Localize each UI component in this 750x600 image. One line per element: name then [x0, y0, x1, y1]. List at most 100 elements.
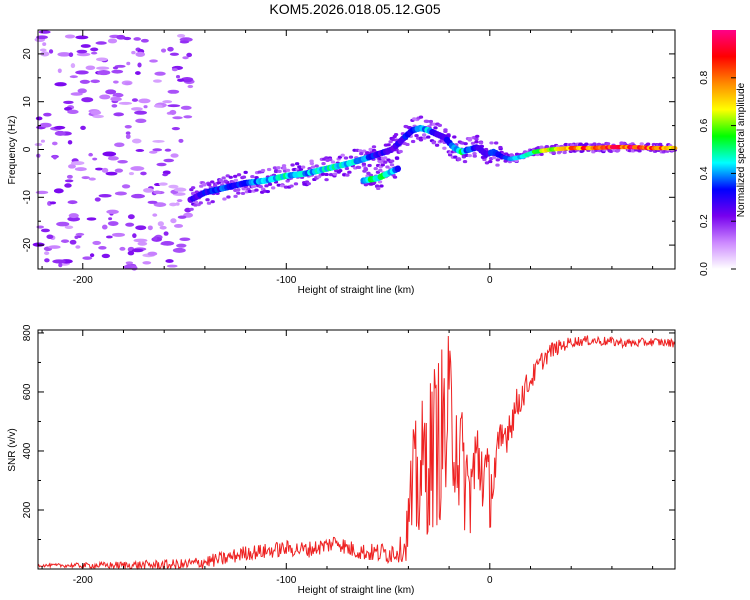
- spectrogram-ridge-halo: [260, 168, 266, 173]
- spectrogram-noise-speckle: [94, 167, 104, 171]
- spectrogram-noise-speckle: [170, 218, 177, 224]
- spectrogram-noise-speckle: [67, 140, 73, 145]
- spectrogram-ridge-halo: [410, 139, 416, 144]
- spectrogram-ridge-halo: [285, 168, 291, 172]
- spectrogram-ridge-halo: [250, 175, 255, 179]
- spectrogram-noise-speckle: [106, 235, 113, 239]
- spectrogram-ridge-halo: [293, 182, 299, 186]
- spectrogram-noise-speckle: [95, 57, 108, 62]
- spectrogram-noise-speckle: [175, 202, 180, 206]
- spectrogram-ridge-halo: [472, 152, 477, 156]
- spectrogram-noise-speckle: [114, 142, 125, 148]
- spectrogram-noise-speckle: [130, 166, 145, 171]
- spectrogram-noise-speckle: [82, 256, 93, 260]
- spectrogram-ridge-halo: [309, 159, 314, 163]
- spectrogram-noise-speckle: [117, 160, 128, 164]
- spectrogram-ridge-halo: [544, 145, 550, 149]
- spectrogram-ridge-halo: [422, 136, 427, 140]
- spectrogram-noise-speckle: [172, 116, 183, 120]
- spectrogram-x-tick-label: -100: [276, 275, 296, 286]
- spectrogram-ridge-halo: [222, 197, 227, 201]
- spectrogram-noise-speckle: [162, 100, 173, 104]
- spectrogram-noise-speckle: [53, 125, 66, 130]
- spectrogram-noise-speckle: [158, 182, 168, 186]
- spectrogram-noise-speckle: [90, 110, 102, 116]
- spectrogram-noise-speckle: [126, 61, 131, 66]
- spectrogram-noise-speckle: [49, 201, 57, 205]
- spectrogram-ridge-halo: [615, 148, 621, 153]
- spectrogram-ridge-halo: [388, 140, 393, 144]
- spectrogram-noise-speckle: [68, 164, 76, 169]
- snr-y-tick-label: 400: [22, 442, 33, 459]
- spectrogram-noise-speckle: [140, 38, 149, 43]
- spectrogram-noise-speckle: [110, 96, 122, 102]
- colorbar: 0.0 0.2 0.4 0.6 0.8 Normalized spectral ampl…: [699, 30, 747, 276]
- spectrogram-noise-speckle: [40, 51, 50, 57]
- spectrogram-ridge-halo: [281, 164, 287, 168]
- spectrogram-y-tick-label: 20: [22, 48, 33, 60]
- spectrogram-noise-speckle: [39, 122, 52, 128]
- spectrogram-noise-speckle: [127, 250, 135, 256]
- spectrogram-x-tick-label: 0: [487, 275, 493, 286]
- spectrogram-noise-speckle: [52, 155, 58, 160]
- spectrogram-noise-speckle: [108, 217, 113, 221]
- spectrogram-noise-speckle: [182, 56, 189, 60]
- spectrogram-noise-speckle: [111, 232, 125, 237]
- spectrogram-noise-speckle: [127, 214, 135, 220]
- spectrogram-noise-speckle: [135, 149, 145, 152]
- spectrogram-noise-speckle: [81, 176, 90, 180]
- spectrogram-ridge-halo: [267, 182, 273, 186]
- spectrogram-noise-speckle: [171, 68, 178, 72]
- spectrogram-noise-speckle: [174, 223, 184, 228]
- spectrogram-ridge-halo: [605, 142, 611, 146]
- spectrogram-ridge-halo: [489, 141, 494, 145]
- spectrogram-ridge-halo: [236, 191, 241, 195]
- spectrogram-noise-speckle: [70, 92, 83, 96]
- colorbar-label: Normalized spectral amplitude: [736, 82, 747, 217]
- spectrogram-noise-speckle: [149, 59, 158, 63]
- spectrogram-noise-speckle: [186, 52, 193, 58]
- spectrogram-branch-halo: [379, 184, 384, 188]
- snr-series-line: [37, 335, 676, 571]
- spectrogram-noise-speckle: [105, 89, 117, 95]
- spectrogram-ridge-halo: [584, 142, 589, 146]
- spectrogram-noise-speckle: [171, 127, 180, 131]
- spectrogram-noise-speckle: [154, 71, 166, 76]
- spectrogram-ridge-halo: [202, 183, 207, 187]
- spectrogram-ridge-halo: [592, 142, 597, 146]
- spectrogram-ridge-halo: [347, 170, 352, 174]
- spectrogram-noise-speckle: [75, 232, 85, 236]
- colorbar-tick-label: 0.0: [699, 262, 710, 276]
- spectrogram-noise-speckle: [143, 187, 154, 193]
- spectrogram-noise-speckle: [153, 104, 163, 108]
- spectrogram-ridge-halo: [426, 135, 431, 139]
- spectrogram-branch-halo: [389, 159, 395, 163]
- spectrogram-ridge-halo: [193, 200, 199, 204]
- spectrogram-ridge-halo: [495, 158, 500, 162]
- spectrogram-noise-speckle: [152, 139, 165, 143]
- spectrogram-ridge-halo: [596, 142, 602, 146]
- spectrogram-ridge-halo: [258, 185, 263, 189]
- spectrogram-ridge-halo: [221, 176, 226, 180]
- spectrogram-ridge-halo: [493, 141, 499, 145]
- spectrogram-ridge-halo: [658, 142, 663, 146]
- spectrogram-noise-speckle: [85, 65, 96, 71]
- spectrogram-noise-speckle: [101, 224, 108, 230]
- spectrogram-ridge-halo: [424, 119, 430, 123]
- spectrogram-noise-speckle: [125, 222, 135, 227]
- spectrogram-noise-speckle: [105, 171, 118, 176]
- spectrogram-noise-speckle: [52, 259, 66, 264]
- spectrogram-noise-speckle: [133, 238, 148, 243]
- spectrogram-ridge-halo: [470, 141, 476, 145]
- spectrogram-noise-speckle: [177, 78, 185, 82]
- spectrogram-marks: [32, 30, 678, 271]
- spectrogram-noise-speckle: [176, 199, 183, 203]
- spectrogram-y-tick-label: -20: [22, 237, 33, 252]
- spectrogram-ridge-halo: [434, 143, 440, 147]
- spectrogram-noise-speckle: [99, 94, 111, 100]
- spectrogram-ridge-halo: [294, 162, 300, 166]
- figure-title: KOM5.2026.018.05.12.G05: [269, 1, 440, 17]
- spectrogram-noise-speckle: [131, 50, 136, 55]
- spectrogram-ridge-halo: [337, 155, 343, 159]
- spectrogram-noise-speckle: [131, 193, 145, 199]
